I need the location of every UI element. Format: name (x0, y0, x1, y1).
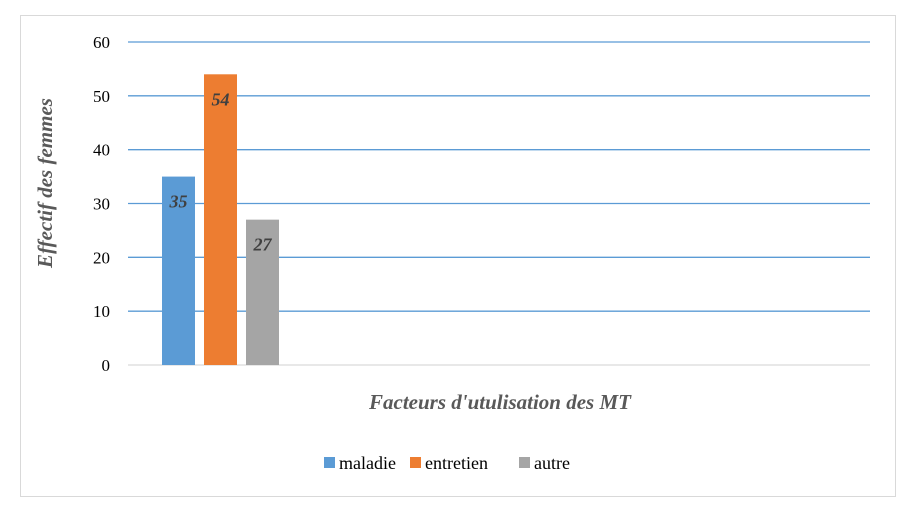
x-axis-title: Facteurs d'utulisation des MT (368, 390, 632, 414)
y-tick-label: 10 (93, 302, 110, 321)
y-tick-label: 30 (93, 195, 110, 214)
data-label-maladie: 35 (169, 192, 188, 212)
data-label-entretien: 54 (212, 89, 230, 109)
legend-swatch-entretien (410, 457, 421, 468)
bar-entretien (204, 74, 237, 366)
legend-label-autre: autre (534, 453, 570, 473)
legend-label-entretien: entretien (425, 453, 488, 473)
y-tick-label: 40 (93, 141, 110, 160)
chart-frame (20, 15, 896, 497)
bar-maladie (162, 176, 195, 365)
legend-swatch-maladie (324, 457, 335, 468)
y-tick-label: 50 (93, 87, 110, 106)
y-tick-label: 0 (102, 356, 111, 375)
y-tick-label: 20 (93, 248, 110, 267)
y-axis-title: Effectif des femmes (33, 98, 57, 269)
legend: maladie entretien autre (324, 453, 570, 473)
y-tick-label: 60 (93, 33, 110, 52)
legend-swatch-autre (519, 457, 530, 468)
data-label-autre: 27 (253, 235, 273, 255)
legend-label-maladie: maladie (339, 453, 396, 473)
bar-autre (246, 219, 279, 365)
